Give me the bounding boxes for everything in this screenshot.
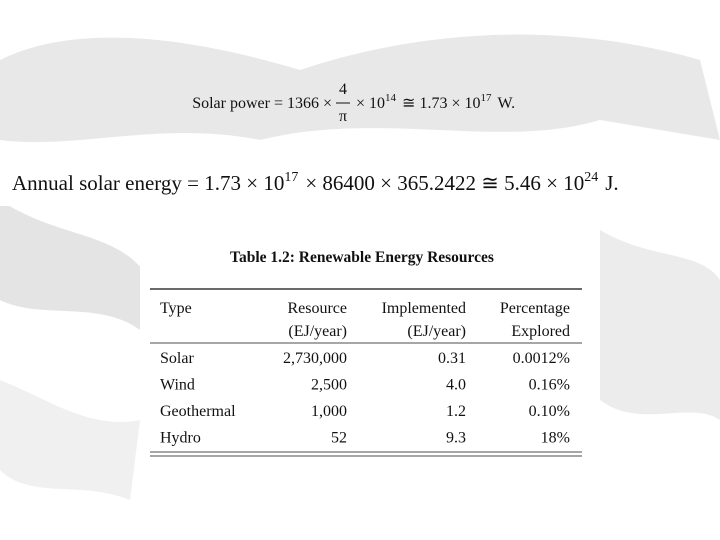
table-cell: 2,730,000	[283, 350, 347, 367]
equation-1: Solar power = 1366 × 4 π × 1014 ≅ 1.73 × …	[192, 81, 515, 125]
table-cell: 1,000	[311, 403, 347, 420]
table-cell: Solar	[160, 350, 194, 367]
table-cell: 2,500	[311, 377, 347, 394]
header-cell: Explored	[511, 323, 570, 340]
exponent: 14	[385, 92, 397, 104]
table-cell: 0.31	[438, 350, 466, 367]
header-cell: Resource	[287, 300, 347, 317]
header-cell: Type	[160, 300, 192, 317]
equation-text: × 1014 ≅ 1.73 × 1017 W.	[356, 92, 515, 112]
equation-part: × 86400 × 365.2422 ≅ 5.46 × 10	[305, 171, 584, 195]
table-area	[140, 235, 595, 470]
exponent: 17	[284, 170, 298, 185]
header-cell: Implemented	[382, 300, 466, 317]
table-cell: Hydro	[160, 430, 201, 447]
equation-text: Solar power = 1366 ×	[192, 95, 332, 112]
equation-band	[0, 160, 720, 206]
fraction-denominator: π	[339, 108, 347, 125]
table-cell: Wind	[160, 377, 195, 394]
table: Type Resource (EJ/year) Implemented (EJ/year…	[150, 288, 582, 457]
equation-part: Annual solar energy = 1.73 × 10	[12, 171, 284, 195]
equation-part: J.	[605, 171, 618, 195]
table-cell: 0.10%	[529, 403, 570, 420]
table-cell: 1.2	[446, 403, 466, 420]
table-cell: 0.16%	[529, 377, 570, 394]
equation-part: × 10	[356, 95, 385, 112]
header-cell: (EJ/year)	[288, 323, 347, 340]
background-brush	[0, 34, 720, 500]
equation-part: ≅ 1.73 × 10	[402, 95, 480, 112]
table-cell: 52	[331, 430, 347, 447]
table-cell: 18%	[541, 430, 570, 447]
table-cell: 0.0012%	[513, 350, 570, 367]
exponent: 17	[480, 92, 492, 104]
fraction-numerator: 4	[339, 81, 347, 98]
table-cell: 9.3	[446, 430, 466, 447]
exponent: 24	[584, 170, 598, 185]
equation-2: Annual solar energy = 1.73 × 1017 × 86400…	[12, 170, 619, 195]
header-cell: Percentage	[500, 300, 570, 317]
table-cell: Geothermal	[160, 403, 236, 420]
equation-part: W.	[497, 95, 515, 112]
table-caption: Table 1.2: Renewable Energy Resources	[230, 249, 494, 266]
header-cell: (EJ/year)	[407, 323, 466, 340]
table-cell: 4.0	[446, 377, 466, 394]
